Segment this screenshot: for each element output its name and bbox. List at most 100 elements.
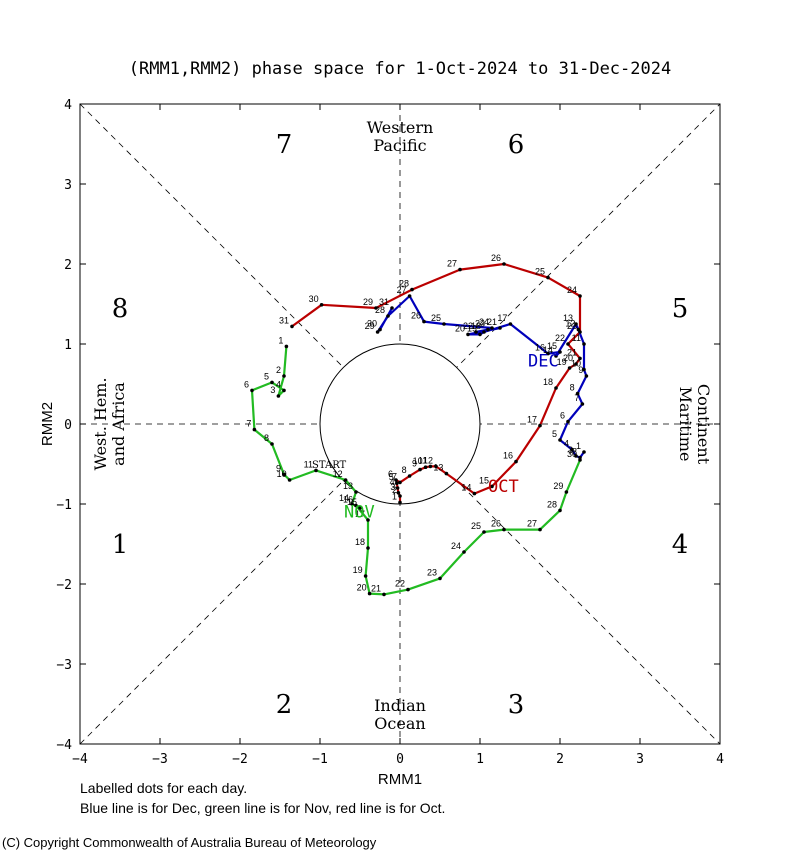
day-dot bbox=[382, 592, 386, 597]
day-label: 9 bbox=[578, 365, 583, 375]
day-label: 16 bbox=[503, 451, 513, 461]
x-tick-label: −1 bbox=[312, 752, 328, 767]
day-dot bbox=[276, 394, 281, 398]
day-label: 20 bbox=[563, 353, 573, 363]
day-label: 6 bbox=[560, 411, 565, 421]
footer-note-dots: Labelled dots for each day. bbox=[80, 780, 247, 796]
y-tick-label: −2 bbox=[56, 578, 72, 593]
day-label: 4 bbox=[276, 379, 281, 389]
phase-number-4: 4 bbox=[672, 530, 689, 560]
day-label: 31 bbox=[379, 297, 389, 307]
day-dot bbox=[490, 326, 494, 330]
y-tick-label: 0 bbox=[64, 418, 72, 433]
day-dot bbox=[354, 490, 358, 494]
day-label: 12 bbox=[423, 455, 433, 465]
day-label: 30 bbox=[567, 449, 577, 459]
day-dot bbox=[580, 402, 585, 406]
y-tick-label: 2 bbox=[64, 258, 72, 273]
day-label: 28 bbox=[399, 279, 409, 289]
day-label: 30 bbox=[367, 319, 377, 329]
day-dot bbox=[554, 354, 558, 358]
day-dot bbox=[558, 508, 562, 513]
day-dot bbox=[363, 574, 368, 578]
day-label: 14 bbox=[461, 483, 471, 493]
day-dot bbox=[582, 450, 586, 454]
day-label: 23 bbox=[567, 321, 577, 331]
day-dot bbox=[574, 454, 578, 458]
day-dot bbox=[444, 471, 449, 476]
phase-number-1: 1 bbox=[112, 530, 129, 560]
day-dot bbox=[407, 294, 412, 298]
day-label: 20 bbox=[357, 583, 367, 593]
day-label: 21 bbox=[567, 347, 577, 357]
day-dot bbox=[410, 287, 414, 292]
day-label: 13 bbox=[433, 463, 443, 473]
day-dot bbox=[418, 467, 422, 472]
day-label: 22 bbox=[463, 321, 473, 331]
day-label: 8 bbox=[264, 433, 269, 443]
day-label: 10 bbox=[277, 469, 287, 479]
day-dot bbox=[395, 481, 399, 486]
day-dot bbox=[314, 468, 318, 473]
day-label: 24 bbox=[451, 541, 461, 551]
day-label: 15 bbox=[347, 497, 357, 507]
day-dot bbox=[546, 275, 550, 280]
day-dot bbox=[538, 423, 542, 428]
day-dot bbox=[578, 455, 582, 460]
day-dot bbox=[358, 506, 362, 510]
day-dot bbox=[406, 587, 410, 592]
day-label: 15 bbox=[547, 341, 557, 351]
day-dot bbox=[270, 442, 274, 446]
day-label: 1 bbox=[278, 335, 283, 345]
day-label: 2 bbox=[276, 365, 281, 375]
day-label: 15 bbox=[479, 475, 489, 485]
x-tick-label: 3 bbox=[636, 752, 644, 767]
day-dot bbox=[478, 332, 482, 337]
day-dot bbox=[319, 303, 324, 307]
day-dot bbox=[287, 478, 292, 482]
region-label-right: Maritime bbox=[676, 387, 695, 462]
day-label: 28 bbox=[547, 499, 557, 509]
day-dot bbox=[366, 518, 370, 522]
day-dot bbox=[375, 330, 380, 334]
phase-number-6: 6 bbox=[508, 130, 525, 160]
day-label: 8 bbox=[570, 383, 575, 393]
day-label: 24 bbox=[567, 285, 577, 295]
day-label: 12 bbox=[565, 319, 575, 329]
day-dot bbox=[482, 330, 486, 334]
day-dot bbox=[367, 591, 372, 596]
day-label: 7 bbox=[574, 393, 579, 403]
day-label: 3 bbox=[390, 482, 395, 492]
day-dot bbox=[578, 294, 582, 298]
day-dot bbox=[270, 380, 274, 385]
day-dot bbox=[558, 350, 562, 354]
day-label: 3 bbox=[270, 385, 275, 395]
day-dot bbox=[567, 366, 572, 370]
day-label: 27 bbox=[397, 285, 407, 295]
day-label: 1 bbox=[392, 491, 397, 501]
day-dot bbox=[462, 550, 466, 554]
day-dot bbox=[290, 324, 294, 329]
day-label: 10 bbox=[413, 456, 423, 466]
day-label: 24 bbox=[479, 317, 489, 327]
day-label: 8 bbox=[402, 465, 407, 475]
day-label: 30 bbox=[309, 294, 319, 304]
day-dot bbox=[396, 491, 401, 495]
day-dot bbox=[250, 388, 254, 393]
day-label: 1 bbox=[576, 441, 581, 451]
day-dot bbox=[574, 362, 578, 366]
region-label-left: and Africa bbox=[109, 382, 128, 466]
day-dot bbox=[284, 344, 289, 349]
month-label-nov: NOV bbox=[344, 503, 375, 523]
region-label-right: Continent bbox=[694, 384, 713, 465]
y-tick-label: −1 bbox=[56, 498, 72, 513]
day-label: 2 bbox=[572, 447, 577, 457]
day-label: 18 bbox=[471, 321, 481, 331]
day-label: 19 bbox=[353, 565, 363, 575]
day-label: 2 bbox=[392, 485, 397, 495]
day-dot bbox=[514, 459, 518, 464]
chart-title: (RMM1,RMM2) phase space for 1-Oct-2024 t… bbox=[129, 59, 671, 79]
day-label: 13 bbox=[343, 481, 353, 491]
